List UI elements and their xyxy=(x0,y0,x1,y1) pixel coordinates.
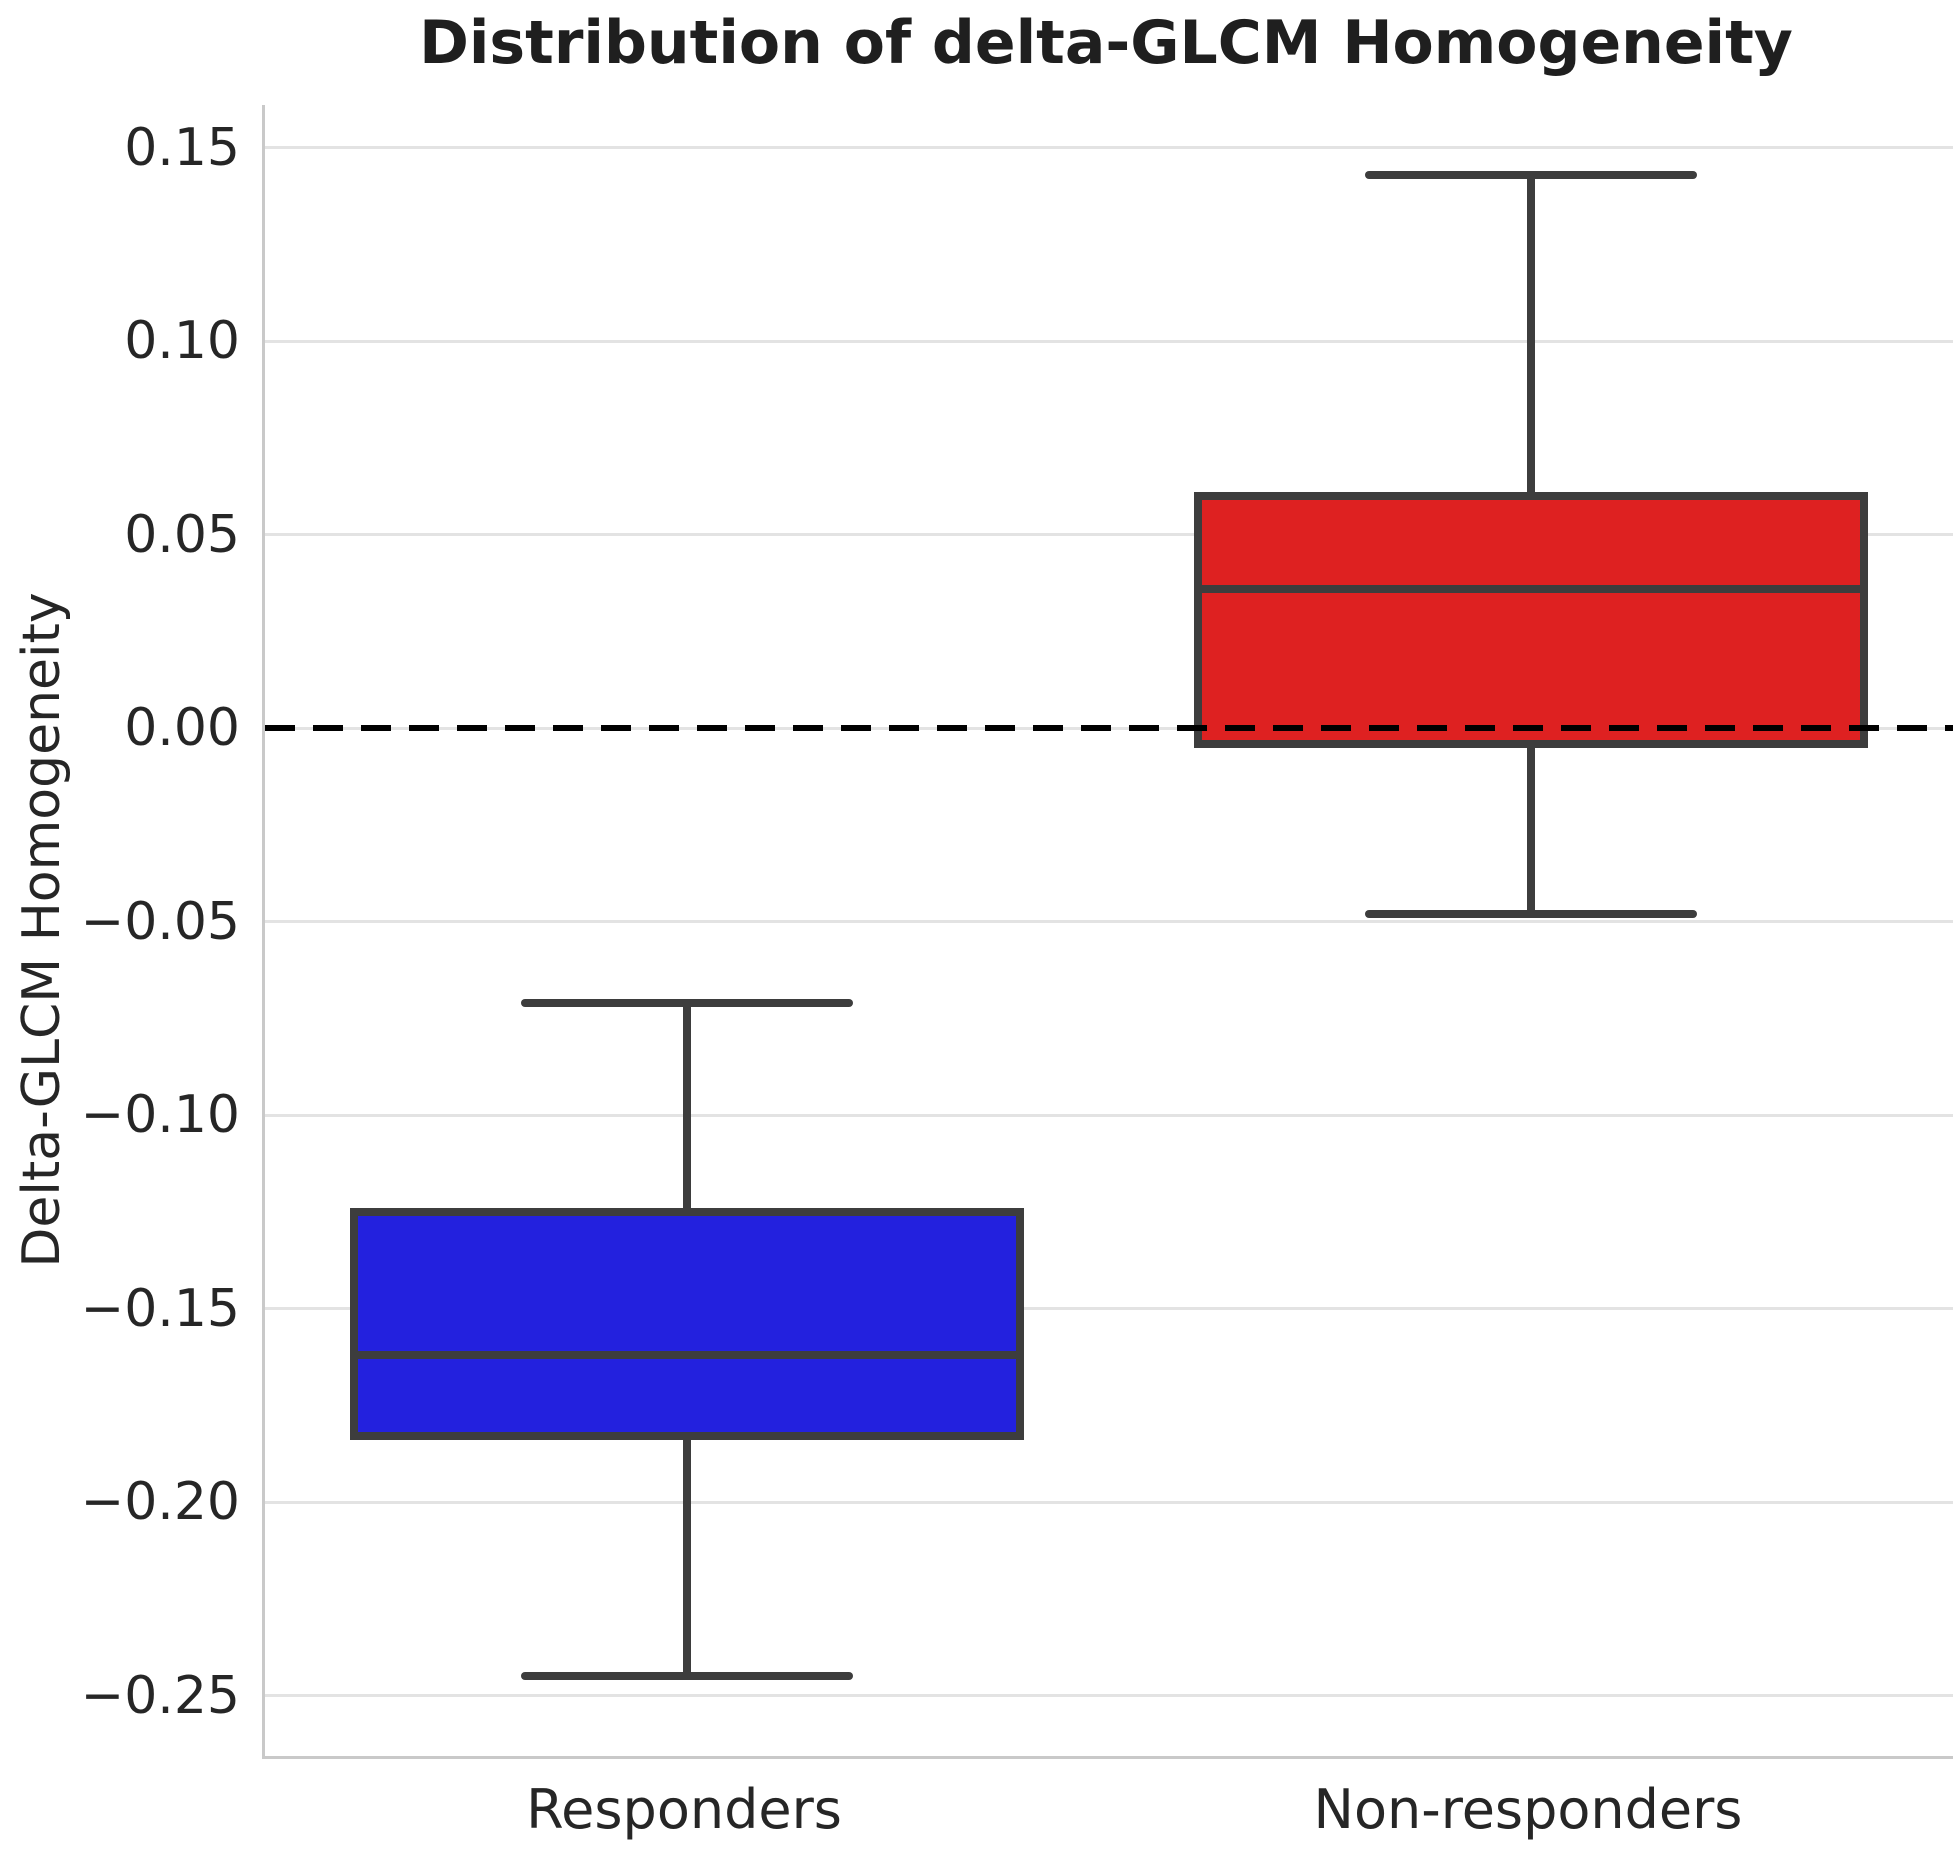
y-tick-label: −0.10 xyxy=(80,1085,240,1146)
whisker-cap xyxy=(1365,170,1697,179)
whisker-cap xyxy=(521,998,853,1007)
y-tick-label: −0.05 xyxy=(80,891,240,952)
plot-area xyxy=(262,105,1953,1759)
gridline xyxy=(265,339,1953,343)
y-tick-label: −0.20 xyxy=(80,1472,240,1533)
y-tick-label: 0.10 xyxy=(124,311,240,372)
x-tick-label-non-responders: Non-responders xyxy=(1313,1778,1743,1841)
chart-title: Distribution of delta-GLCM Homogeneity xyxy=(419,8,1793,78)
gridline xyxy=(265,1500,1953,1504)
whisker-cap xyxy=(521,1672,853,1681)
whisker-stem xyxy=(1527,174,1535,496)
box-responders xyxy=(350,1207,1024,1441)
y-tick-label: 0.00 xyxy=(124,698,240,759)
whisker-cap xyxy=(1365,909,1697,918)
y-tick-label: 0.15 xyxy=(124,117,240,178)
gridline xyxy=(265,1307,1953,1311)
gridline xyxy=(265,920,1953,924)
whisker-stem xyxy=(1527,743,1535,914)
whisker-stem xyxy=(683,1436,691,1677)
gridline xyxy=(265,1113,1953,1117)
whisker-stem xyxy=(683,1002,691,1212)
box-non-responders xyxy=(1194,491,1868,748)
y-tick-label: −0.15 xyxy=(80,1278,240,1339)
median-line xyxy=(350,1351,1024,1360)
gridline xyxy=(265,146,1953,150)
y-tick-label: −0.25 xyxy=(80,1665,240,1726)
x-tick-label-responders: Responders xyxy=(526,1778,842,1841)
gridline xyxy=(265,1694,1953,1698)
gridline xyxy=(265,533,1953,537)
zero-reference-line xyxy=(265,725,1953,732)
median-line xyxy=(1194,584,1868,593)
y-tick-label: 0.05 xyxy=(124,504,240,565)
